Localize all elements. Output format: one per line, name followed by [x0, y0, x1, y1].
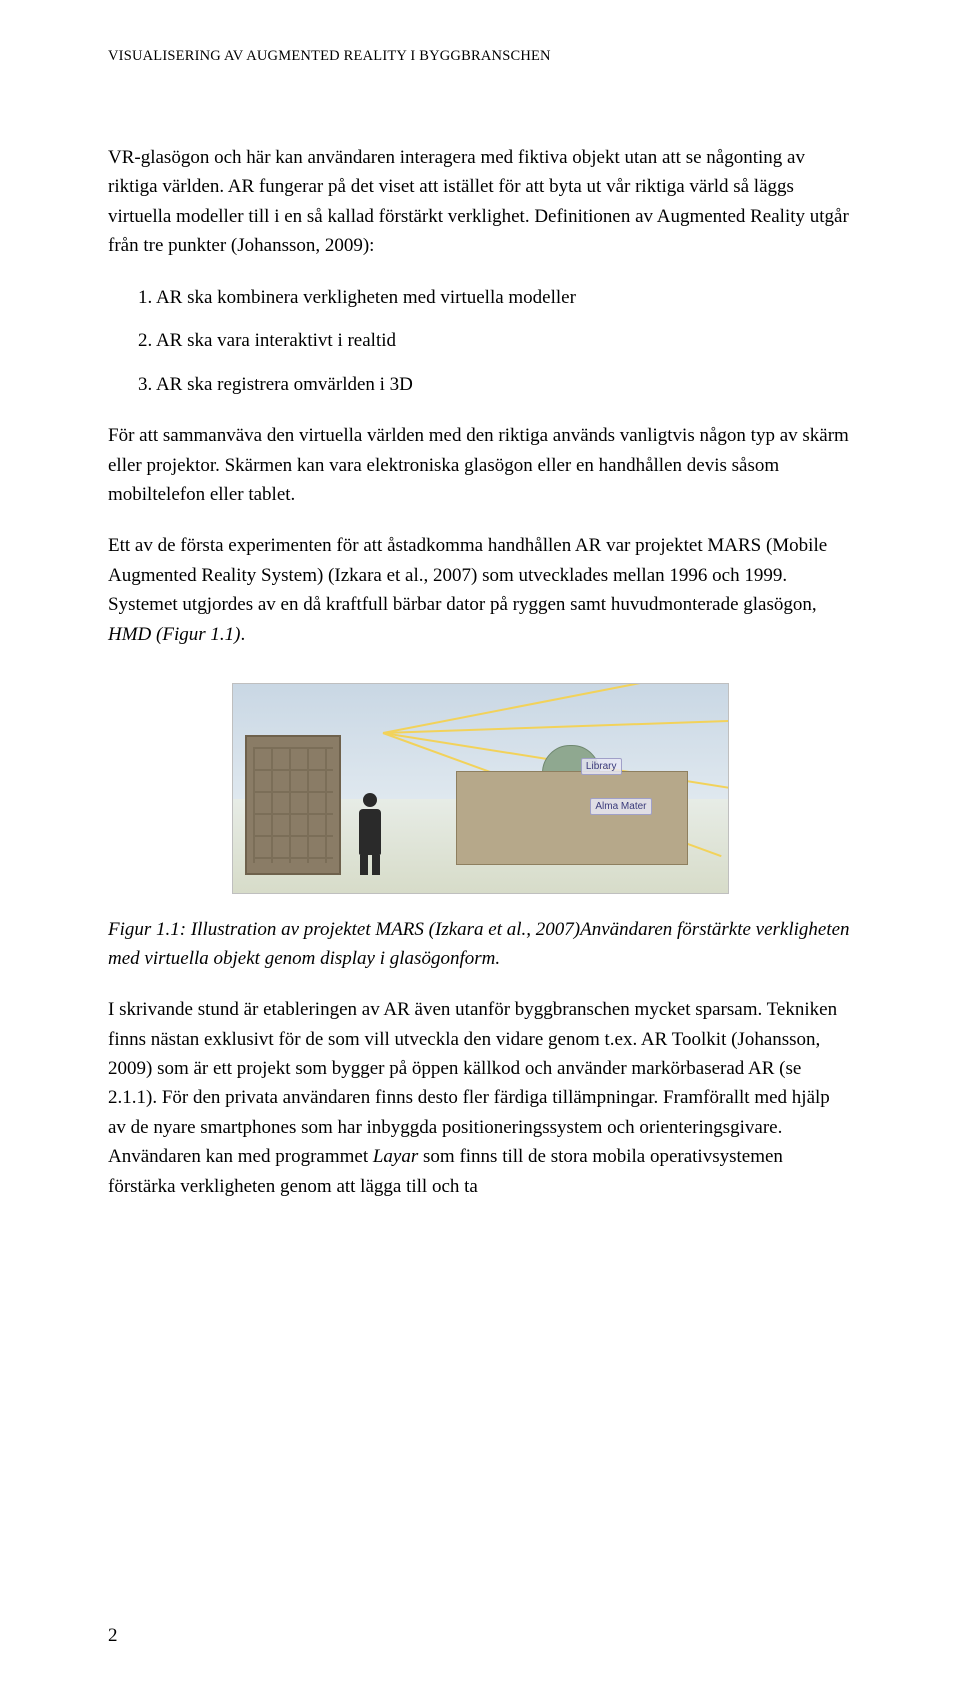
- paragraph-current-state: I skrivande stund är etableringen av AR …: [108, 995, 852, 1201]
- list-number: 1.: [138, 287, 152, 308]
- list-item: 2. AR ska vara interaktivt i realtid: [138, 326, 852, 355]
- paragraph-intro: VR-glasögon och här kan användaren inter…: [108, 143, 852, 261]
- page: VISUALISERING AV AUGMENTED REALITY I BYG…: [0, 0, 960, 1695]
- list-text: AR ska registrera omvärlden i 3D: [152, 374, 413, 395]
- page-number: 2: [108, 1625, 118, 1647]
- list-number: 3.: [138, 374, 152, 395]
- definition-list: 1. AR ska kombinera verkligheten med vir…: [138, 283, 852, 399]
- paragraph-screens: För att sammanväva den virtuella världen…: [108, 421, 852, 509]
- list-text: AR ska kombinera verkligheten med virtue…: [152, 287, 576, 308]
- figure-caption: Figur 1.1: Illustration av projektet MAR…: [108, 916, 852, 973]
- paragraph-mars-tail: .: [240, 624, 245, 645]
- ar-label-library: Library: [581, 758, 622, 775]
- ar-label-alma-mater: Alma Mater: [590, 798, 651, 815]
- list-item: 1. AR ska kombinera verkligheten med vir…: [138, 283, 852, 312]
- paragraph-current-text: I skrivande stund är etableringen av AR …: [108, 999, 837, 1167]
- building-right-icon: [456, 771, 688, 865]
- figure-1-1-wrap: Library Alma Mater: [108, 683, 852, 894]
- paragraph-mars-text: Ett av de första experimenten för att ås…: [108, 535, 827, 615]
- list-item: 3. AR ska registrera omvärlden i 3D: [138, 370, 852, 399]
- paragraph-current-em: Layar: [373, 1146, 418, 1167]
- list-text: AR ska vara interaktivt i realtid: [152, 330, 396, 351]
- figure-1-1: Library Alma Mater: [232, 683, 729, 894]
- paragraph-mars: Ett av de första experimenten för att ås…: [108, 531, 852, 649]
- paragraph-mars-em: HMD (Figur 1.1): [108, 624, 240, 645]
- list-number: 2.: [138, 330, 152, 351]
- building-left-icon: [245, 735, 341, 875]
- running-header: VISUALISERING AV AUGMENTED REALITY I BYG…: [108, 48, 852, 65]
- person-silhouette-icon: [355, 793, 385, 875]
